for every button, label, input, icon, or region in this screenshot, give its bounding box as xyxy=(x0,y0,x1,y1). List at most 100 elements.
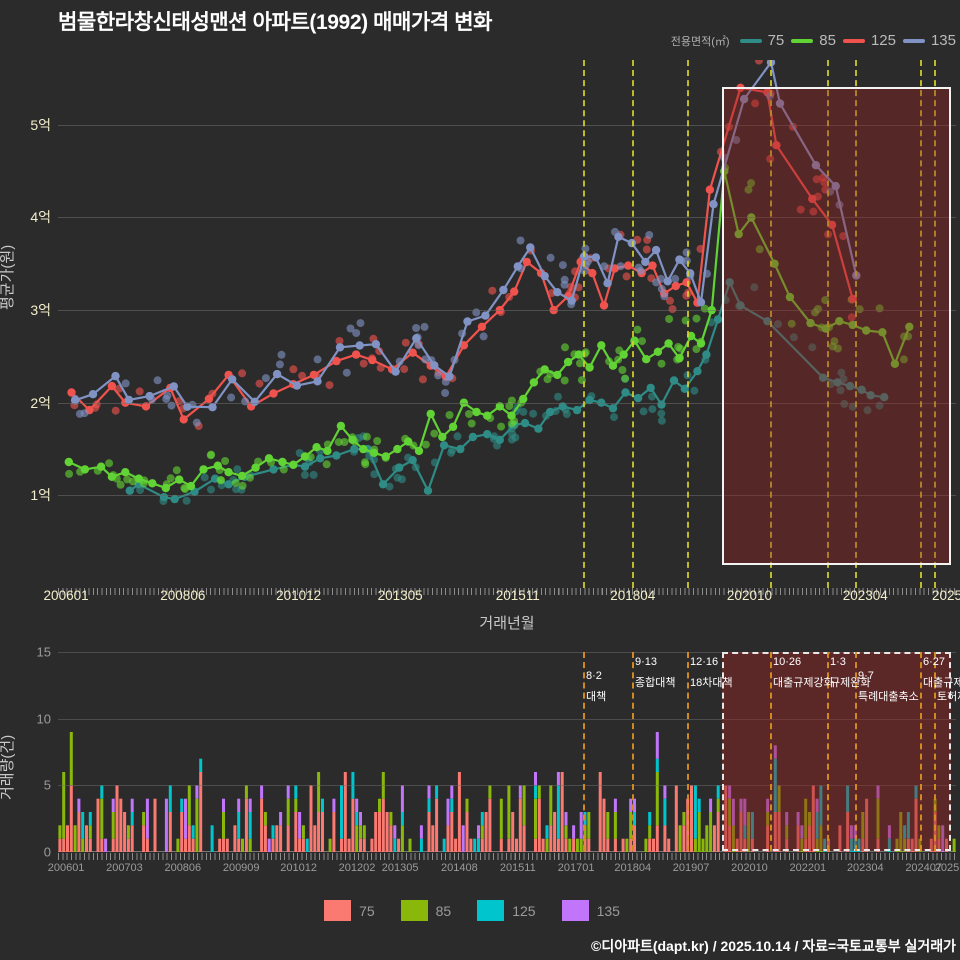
bar-segment xyxy=(180,812,184,852)
bar-segment xyxy=(613,838,617,852)
bar-segment xyxy=(906,838,910,852)
bar-legend-item-85[interactable]: 85 xyxy=(400,900,452,921)
bar-segment xyxy=(750,812,754,839)
bar-segment xyxy=(785,838,789,852)
bar-segment xyxy=(222,838,225,852)
bar-legend-item-125[interactable]: 125 xyxy=(477,900,536,921)
bar-segment xyxy=(556,838,560,852)
bar-segment xyxy=(393,825,397,839)
bar-x-tick-label: 201701 xyxy=(557,862,595,874)
legend-swatch-85 xyxy=(791,38,814,43)
bar-segment xyxy=(142,812,146,826)
bar-segment xyxy=(655,825,659,852)
event-line xyxy=(687,60,689,588)
bar-segment xyxy=(142,825,146,852)
bar-segment xyxy=(248,812,252,839)
legend-item-75[interactable]: 75 xyxy=(739,32,784,49)
bar-segment xyxy=(400,812,404,826)
legend-item-85[interactable]: 85 xyxy=(791,32,836,49)
bar-segment xyxy=(488,798,492,852)
gridline xyxy=(58,124,956,126)
event-line xyxy=(920,652,922,851)
bar-segment xyxy=(317,812,321,852)
bar-segment xyxy=(747,812,751,852)
bar-segment xyxy=(263,825,267,852)
bar-segment xyxy=(168,812,172,852)
bar-segment xyxy=(359,812,362,826)
gridline xyxy=(58,310,956,312)
bar-segment xyxy=(553,812,557,852)
x-tick-label: 200806 xyxy=(160,588,206,603)
bar-segment xyxy=(305,838,309,852)
bar-legend-item-135[interactable]: 135 xyxy=(561,900,620,921)
bar-segment xyxy=(164,798,168,852)
bar-segment xyxy=(777,812,781,852)
bar-segment xyxy=(195,785,199,799)
bar-segment xyxy=(587,812,591,839)
bar-segment xyxy=(796,812,800,826)
bar-segment xyxy=(613,812,617,839)
bar-segment xyxy=(682,812,686,826)
bar-segment xyxy=(583,838,587,852)
bar-segment xyxy=(621,838,625,852)
bar-segment xyxy=(648,812,652,826)
bar-segment xyxy=(355,812,359,826)
bar-legend-swatch-75 xyxy=(324,900,352,921)
bar-segment xyxy=(111,812,115,839)
bar-segment xyxy=(400,785,404,812)
bar-segment xyxy=(876,838,880,852)
legend-caption: 전용면적(㎡) xyxy=(670,35,730,48)
bar-segment xyxy=(73,825,77,852)
bar-segment xyxy=(81,812,85,839)
bar-segment xyxy=(69,785,73,852)
x-tick-label: 201804 xyxy=(610,588,656,603)
annotation-label: 토허제 해제 xyxy=(937,691,960,703)
bar-legend-label-85: 85 xyxy=(435,902,452,919)
y-tick-label: 3억 xyxy=(30,302,51,319)
bar-segment xyxy=(244,785,248,799)
bar-x-tick-label: 201511 xyxy=(499,862,536,874)
bar-segment xyxy=(575,838,579,852)
bar-segment xyxy=(427,812,431,852)
bar-y-tick-label: 10 xyxy=(36,711,51,727)
bar-segment xyxy=(910,838,914,852)
bar-segment xyxy=(929,838,933,852)
legend-item-125[interactable]: 125 xyxy=(842,32,896,49)
bar-segment xyxy=(865,798,869,852)
bar-segment xyxy=(435,785,439,799)
bar-segment xyxy=(499,838,503,852)
bar-legend-item-75[interactable]: 75 xyxy=(324,900,375,921)
bar-segment xyxy=(633,798,636,812)
bar-segment xyxy=(374,812,378,852)
bar-segment xyxy=(549,785,553,826)
bar-segment xyxy=(104,838,108,852)
bar-segment xyxy=(518,798,522,852)
bar-segment xyxy=(442,838,446,852)
bar-segment xyxy=(222,812,225,839)
event-line xyxy=(770,652,772,851)
bar-segment xyxy=(849,825,853,839)
bar-segment xyxy=(716,785,720,799)
bar-segment xyxy=(887,838,891,852)
bar-segment xyxy=(347,838,351,852)
legend-item-135[interactable]: 135 xyxy=(902,32,956,49)
bar-segment xyxy=(115,785,119,852)
annotation-label: 특례대출축소 xyxy=(858,691,919,703)
annotation-label: 대출규제강화 xyxy=(773,677,834,689)
bar-segment xyxy=(556,785,560,839)
bar-y-tick-label: 5 xyxy=(43,777,51,793)
event-line xyxy=(827,60,829,588)
bar-segment xyxy=(712,825,716,852)
bar-segment xyxy=(796,825,800,852)
bar-segment xyxy=(579,812,583,839)
legend-label-125: 125 xyxy=(870,32,896,49)
bar-segment xyxy=(507,838,511,852)
main-chart-legend: 전용면적(㎡) 75 85 125 135 xyxy=(671,32,956,49)
gridline xyxy=(58,217,956,219)
bar-segment xyxy=(351,798,355,852)
bar-segment xyxy=(355,825,359,852)
annotation-label: 규제완화 xyxy=(830,677,871,689)
bar-segment xyxy=(678,825,682,852)
bar-segment xyxy=(145,838,149,852)
bar-segment xyxy=(222,798,225,812)
